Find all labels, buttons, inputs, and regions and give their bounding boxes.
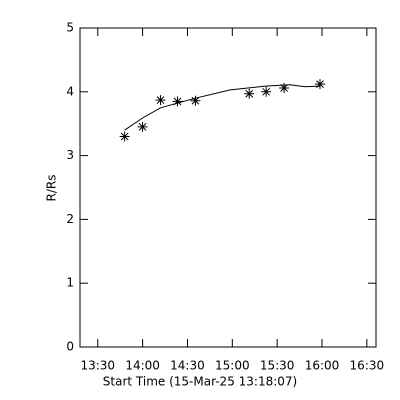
data-point <box>119 131 130 142</box>
y-tick-label: 5 <box>66 21 74 35</box>
y-tick-label: 4 <box>66 84 74 98</box>
x-tick-label: 14:30 <box>170 359 205 373</box>
data-point <box>279 82 290 93</box>
y-axis-label: R/Rs <box>45 175 59 202</box>
data-point <box>172 96 183 107</box>
y-tick-label: 2 <box>66 212 74 226</box>
data-point <box>137 121 148 132</box>
data-point <box>244 88 255 99</box>
x-tick-label: 16:00 <box>305 359 340 373</box>
x-tick-label: 13:30 <box>80 359 115 373</box>
x-tick-label: 16:30 <box>350 359 385 373</box>
data-point <box>155 95 166 106</box>
x-tick-label: 14:00 <box>125 359 160 373</box>
y-tick-label: 3 <box>66 148 74 162</box>
y-tick-label: 1 <box>66 276 74 290</box>
data-point <box>190 95 201 106</box>
data-point <box>314 79 325 90</box>
x-axis-label: Start Time (15-Mar-25 13:18:07) <box>103 375 297 389</box>
x-tick-label: 15:00 <box>215 359 250 373</box>
fit-line <box>124 84 321 131</box>
data-point <box>261 86 272 97</box>
y-tick-label: 0 <box>66 340 74 354</box>
x-tick-label: 15:30 <box>260 359 295 373</box>
plot-frame <box>79 27 377 348</box>
